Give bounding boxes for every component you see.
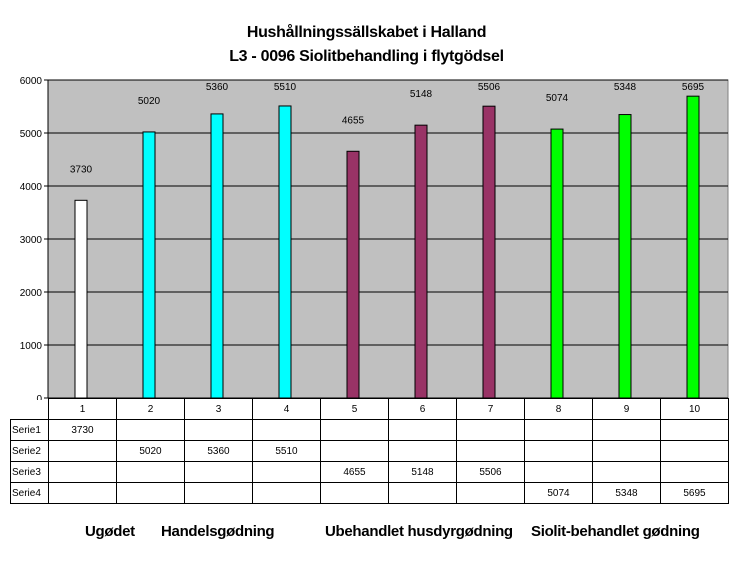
table-cell [660, 461, 729, 483]
table-cell: 5348 [592, 482, 661, 504]
table-cell: 5695 [660, 482, 729, 504]
category-label: 10 [660, 398, 729, 420]
table-cell [660, 419, 729, 441]
bar [142, 131, 156, 399]
table-cell [184, 419, 253, 441]
table-cell: 5510 [252, 440, 321, 462]
data-table: 1 2 3 4 5 6 7 8 9 10 Serie1 3730 Serie2 5020 5360 5510 S… [10, 398, 729, 504]
table-cell [116, 419, 185, 441]
category-label: 4 [252, 398, 321, 420]
table-cell [184, 482, 253, 504]
bar [618, 114, 632, 399]
table-cell [320, 419, 389, 441]
y-tick-label: 5000 [20, 129, 43, 140]
category-label: 3 [184, 398, 253, 420]
bar-chart: 0 1000 2000 3000 4000 5000 6000 3730 5020 5360 551… [20, 76, 729, 400]
table-cell [252, 482, 321, 504]
table-cell [48, 461, 117, 483]
bar [74, 199, 88, 399]
table-cell: 5020 [116, 440, 185, 462]
table-row: Serie1 3730 [10, 419, 729, 441]
table-cell [320, 482, 389, 504]
data-label: 5695 [682, 82, 705, 93]
table-cell [592, 440, 661, 462]
data-label: 4655 [342, 115, 365, 126]
y-tick-label: 4000 [20, 182, 43, 193]
bar [414, 124, 428, 399]
category-label: 8 [524, 398, 593, 420]
table-cell [48, 440, 117, 462]
bar [346, 150, 360, 399]
category-label: 2 [116, 398, 185, 420]
table-cell [252, 419, 321, 441]
bar [278, 105, 292, 399]
table-cell: 5148 [388, 461, 457, 483]
table-cell [388, 482, 457, 504]
table-cell [320, 440, 389, 462]
y-tick-label: 0 [36, 394, 42, 400]
chart-subtitle: L3 - 0096 Siolitbehandling i flytgödsel [229, 48, 504, 65]
table-cell [592, 461, 661, 483]
table-cell: 5506 [456, 461, 525, 483]
y-tick-label: 6000 [20, 76, 43, 87]
series-name: Serie2 [10, 440, 49, 462]
table-cell: 5074 [524, 482, 593, 504]
y-tick-label: 2000 [20, 288, 43, 299]
table-corner [10, 398, 49, 420]
group-label-handelsgodning: Handelsgødning [161, 523, 275, 540]
series-name: Serie1 [10, 419, 49, 441]
table-cell [116, 482, 185, 504]
table-cell [184, 461, 253, 483]
table-cell [592, 419, 661, 441]
table-cell: 3730 [48, 419, 117, 441]
group-label-siolit: Siolit-behandlet gødning [531, 523, 700, 540]
data-label: 5360 [206, 82, 229, 93]
category-label: 7 [456, 398, 525, 420]
series-name: Serie3 [10, 461, 49, 483]
table-cell: 4655 [320, 461, 389, 483]
data-label: 3730 [70, 164, 93, 175]
bar [482, 105, 496, 399]
data-label: 5020 [138, 96, 161, 107]
table-cell [48, 482, 117, 504]
group-label-ugodet: Ugødet [85, 523, 135, 540]
category-label: 1 [48, 398, 117, 420]
y-tick-label: 1000 [20, 341, 43, 352]
chart-title: Hushållningssällskabet i Halland [246, 24, 487, 41]
table-row: Serie4 5074 5348 5695 [10, 482, 729, 504]
series-name: Serie4 [10, 482, 49, 504]
table-row: Serie2 5020 5360 5510 [10, 440, 729, 462]
data-label: 5510 [274, 82, 297, 93]
table-cell [456, 482, 525, 504]
data-label: 5074 [546, 93, 569, 104]
bar [210, 113, 224, 399]
table-row: Serie3 4655 5148 5506 [10, 461, 729, 483]
data-label: 5506 [478, 82, 501, 93]
table-cell [388, 419, 457, 441]
table-cell [524, 461, 593, 483]
category-label: 9 [592, 398, 661, 420]
table-cell [456, 419, 525, 441]
table-cell [252, 461, 321, 483]
table-cell [524, 419, 593, 441]
bar [550, 128, 564, 399]
table-cell [388, 440, 457, 462]
group-label-ubehandlet: Ubehandlet husdyrgødning [325, 523, 513, 540]
table-cell [456, 440, 525, 462]
category-label: 6 [388, 398, 457, 420]
category-label: 5 [320, 398, 389, 420]
table-cell [660, 440, 729, 462]
data-label: 5348 [614, 82, 637, 93]
table-cell: 5360 [184, 440, 253, 462]
table-cell [116, 461, 185, 483]
bar [686, 95, 700, 399]
y-tick-label: 3000 [20, 235, 43, 246]
table-cell [524, 440, 593, 462]
data-label: 5148 [410, 89, 433, 100]
